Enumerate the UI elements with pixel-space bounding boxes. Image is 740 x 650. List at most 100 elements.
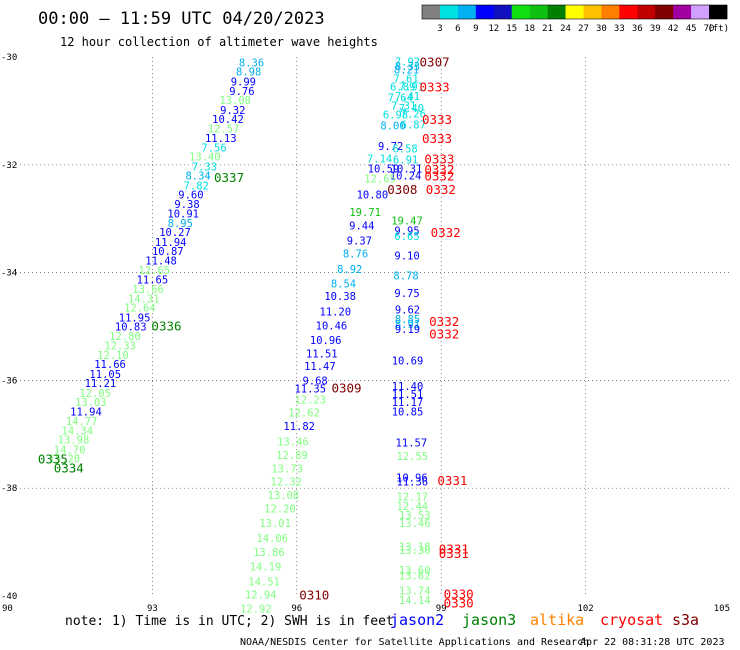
- colorbar-unit: (ft): [707, 24, 729, 34]
- wave-height-label: 8.34: [185, 171, 210, 183]
- colorbar-tick-label: 12: [488, 24, 499, 34]
- wave-height-label: 10.85: [392, 407, 424, 419]
- wave-height-label: 13.03: [75, 397, 107, 409]
- colorbar-swatch: [511, 5, 530, 19]
- wave-height-label: 9.32: [220, 105, 245, 117]
- wave-height-label: 11.17: [392, 397, 424, 409]
- track-time-label: 0332: [429, 327, 459, 342]
- wave-height-label: 14.19: [250, 561, 282, 573]
- y-tick-label: -36: [1, 376, 17, 386]
- wave-height-label: 12.65: [364, 173, 396, 185]
- colorbar-swatch: [601, 5, 620, 19]
- wave-height-label: 10.27: [159, 227, 191, 239]
- wave-height-label: 11.65: [137, 275, 169, 287]
- colorbar-swatch: [655, 5, 674, 19]
- colorbar-tick-label: 39: [650, 24, 661, 34]
- wave-height-label: 12.89: [276, 450, 308, 462]
- y-tick-label: -32: [1, 161, 17, 171]
- colorbar-tick-label: 3: [437, 24, 442, 34]
- wave-height-label: 19.71: [349, 207, 381, 219]
- wave-height-label: 13.74: [399, 586, 431, 598]
- wave-height-label: 8.76: [343, 249, 368, 261]
- wave-height-label: 11.40: [392, 381, 424, 393]
- wave-height-label: 10.96: [396, 472, 428, 484]
- track-time-label: 0334: [54, 461, 84, 476]
- wave-height-label: 15.20: [49, 454, 81, 466]
- wave-height-label: 12.64: [124, 303, 156, 315]
- wave-height-label: 13.08: [219, 95, 251, 107]
- wave-height-label: 8.78: [393, 270, 418, 282]
- y-tick-label: -38: [1, 484, 17, 494]
- wave-height-label: 6.87: [401, 119, 426, 131]
- wave-height-label: 14.77: [66, 416, 98, 428]
- wave-height-label: 7.82: [184, 180, 209, 192]
- wave-height-label: 13.46: [277, 436, 309, 448]
- colorbar-tick-label: 45: [686, 24, 697, 34]
- wave-height-label: 6.89: [390, 82, 415, 94]
- y-tick-label: -34: [1, 269, 17, 279]
- wave-height-label: 9.10: [394, 250, 419, 262]
- wave-height-label: 12.05: [79, 388, 111, 400]
- wave-height-label: 14.14: [399, 595, 431, 607]
- colorbar-tick-label: 24: [560, 24, 571, 34]
- wave-height-label: 6.91: [393, 154, 418, 166]
- wave-height-label: 11.48: [145, 256, 177, 268]
- colorbar-swatch: [709, 5, 728, 19]
- wave-height-label: 10.42: [212, 114, 244, 126]
- footer-note: note: 1) Time is in UTC; 2) SWH is in fe…: [65, 614, 394, 629]
- wave-height-label: 9.44: [349, 221, 374, 233]
- track-time-label: 0332: [426, 182, 456, 197]
- wave-height-label: 11.95: [119, 312, 151, 324]
- wave-height-label: 10.80: [357, 189, 389, 201]
- y-tick-label: -30: [1, 53, 17, 63]
- wave-height-label: 11.20: [320, 306, 352, 318]
- track-time-label: 0331: [437, 473, 467, 488]
- wave-height-label: 9.75: [394, 288, 419, 300]
- wave-height-label: 8.36: [239, 57, 264, 69]
- colorbar-tick-label: 6: [455, 24, 460, 34]
- y-tick-label: -40: [1, 592, 17, 602]
- wave-height-label: 10.83: [115, 322, 147, 334]
- track-time-label: 0309: [331, 380, 361, 395]
- wave-height-label: 12.32: [270, 477, 302, 489]
- wave-height-label: 8.98: [236, 67, 261, 79]
- wave-height-label: 6.58: [392, 144, 417, 156]
- wave-height-label: 8.85: [395, 314, 420, 326]
- wave-height-label: 9.37: [347, 235, 372, 247]
- wave-height-label: 7.31: [391, 101, 416, 113]
- wave-height-label: 10.59: [368, 164, 400, 176]
- x-tick-label: 96: [291, 604, 302, 614]
- wave-height-label: 13.98: [58, 435, 90, 447]
- colorbar-tick-label: 30: [596, 24, 607, 34]
- wave-height-label: 12.10: [97, 350, 129, 362]
- wave-height-label: 11.66: [94, 359, 126, 371]
- colorbar-tick-label: 18: [524, 24, 535, 34]
- chart-subtitle: 12 hour collection of altimeter wave hei…: [60, 35, 378, 49]
- wave-height-label: 11.05: [89, 369, 121, 381]
- colorbar-tick-label: 15: [506, 24, 517, 34]
- track-time-label: 0333: [422, 131, 452, 146]
- colorbar-swatch: [691, 5, 710, 19]
- wave-height-label: 13.60: [399, 565, 431, 577]
- wave-height-label: 19.47: [391, 215, 423, 227]
- track-time-label: 0331: [439, 542, 469, 557]
- colorbar-swatch: [637, 5, 656, 19]
- track-time-label: 0332: [424, 169, 454, 184]
- wave-height-label: 11.57: [396, 437, 428, 449]
- wave-height-label: 12.94: [245, 589, 277, 601]
- colorbar-tick-label: 36: [632, 24, 643, 34]
- wave-height-label: 13.53: [399, 510, 431, 522]
- wave-height-label: 7.41: [395, 91, 420, 103]
- wave-height-label: 9.38: [174, 199, 199, 211]
- track-time-label: 0335: [38, 452, 68, 467]
- wave-height-label: 11.51: [306, 348, 338, 360]
- wave-height-label: 14.51: [248, 576, 280, 588]
- wave-height-label: 11.47: [304, 361, 336, 373]
- wave-height-label: 13.08: [268, 490, 300, 502]
- wave-height-label: 7.14: [367, 153, 392, 165]
- wave-height-label: 9.76: [229, 86, 254, 98]
- wave-height-label: 13.62: [399, 571, 431, 583]
- wave-height-label: 13.86: [253, 547, 285, 559]
- wave-height-label: 7.91: [399, 82, 424, 94]
